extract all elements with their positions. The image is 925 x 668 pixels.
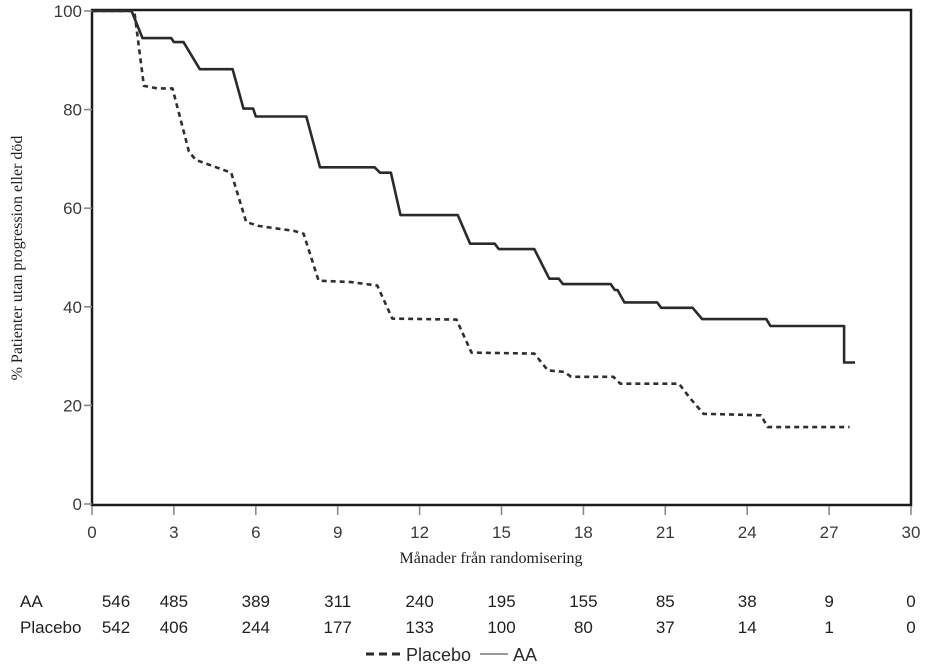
risk-value: 100 — [487, 618, 515, 637]
risk-row-label-placebo: Placebo — [20, 618, 81, 637]
x-tick-label: 0 — [87, 523, 96, 542]
y-axis-ticks — [84, 10, 92, 505]
x-axis-tick-labels: 0 3 6 9 12 15 18 21 24 27 30 — [87, 523, 920, 542]
risk-value: 546 — [102, 592, 130, 611]
risk-value: 85 — [656, 592, 675, 611]
curve-placebo — [92, 9, 850, 429]
risk-value: 38 — [738, 592, 757, 611]
risk-row-label-aa: AA — [20, 592, 43, 611]
risk-value: 311 — [324, 592, 351, 611]
risk-value: 485 — [160, 592, 188, 611]
curve-aa — [92, 9, 855, 364]
risk-value: 195 — [487, 592, 515, 611]
x-tick-label: 6 — [251, 523, 260, 542]
y-tick-label: 20 — [63, 396, 82, 415]
risk-value: 133 — [405, 618, 433, 637]
risk-value: 155 — [569, 592, 597, 611]
x-tick-label: 21 — [656, 523, 675, 542]
x-tick-label: 24 — [738, 523, 757, 542]
x-tick-label: 15 — [492, 523, 511, 542]
y-axis-title: % Patienter utan progression eller död — [9, 136, 26, 381]
risk-value: 1 — [824, 618, 833, 637]
legend: Placebo AA — [366, 645, 537, 665]
risk-value: 80 — [574, 618, 593, 637]
x-tick-label: 18 — [574, 523, 593, 542]
y-axis-tick-labels: 0 20 40 60 80 100 — [54, 2, 82, 514]
y-tick-label: 100 — [54, 2, 82, 21]
risk-value: 0 — [906, 592, 915, 611]
y-tick-label: 0 — [73, 495, 82, 514]
legend-aa-label: AA — [513, 645, 537, 665]
y-tick-label: 80 — [63, 101, 82, 120]
risk-value: 389 — [242, 592, 270, 611]
legend-placebo-label: Placebo — [406, 645, 471, 665]
x-axis-ticks — [91, 506, 912, 515]
risk-value: 542 — [102, 618, 130, 637]
risk-value: 37 — [656, 618, 675, 637]
x-axis-title: Månader från randomisering — [399, 550, 582, 567]
risk-value: 9 — [824, 592, 833, 611]
y-tick-label: 60 — [63, 199, 82, 218]
risk-value: 240 — [405, 592, 433, 611]
risk-value: 14 — [738, 618, 757, 637]
risk-value: 406 — [160, 618, 188, 637]
risk-value: 244 — [242, 618, 270, 637]
y-tick-label: 40 — [63, 298, 82, 317]
risk-value: 177 — [324, 618, 352, 637]
x-tick-label: 27 — [820, 523, 839, 542]
x-tick-label: 9 — [333, 523, 342, 542]
survival-curves — [92, 9, 855, 429]
risk-value: 0 — [906, 618, 915, 637]
x-tick-label: 3 — [169, 523, 178, 542]
x-tick-label: 30 — [902, 523, 921, 542]
x-tick-label: 12 — [410, 523, 429, 542]
plot-frame — [90, 8, 913, 507]
